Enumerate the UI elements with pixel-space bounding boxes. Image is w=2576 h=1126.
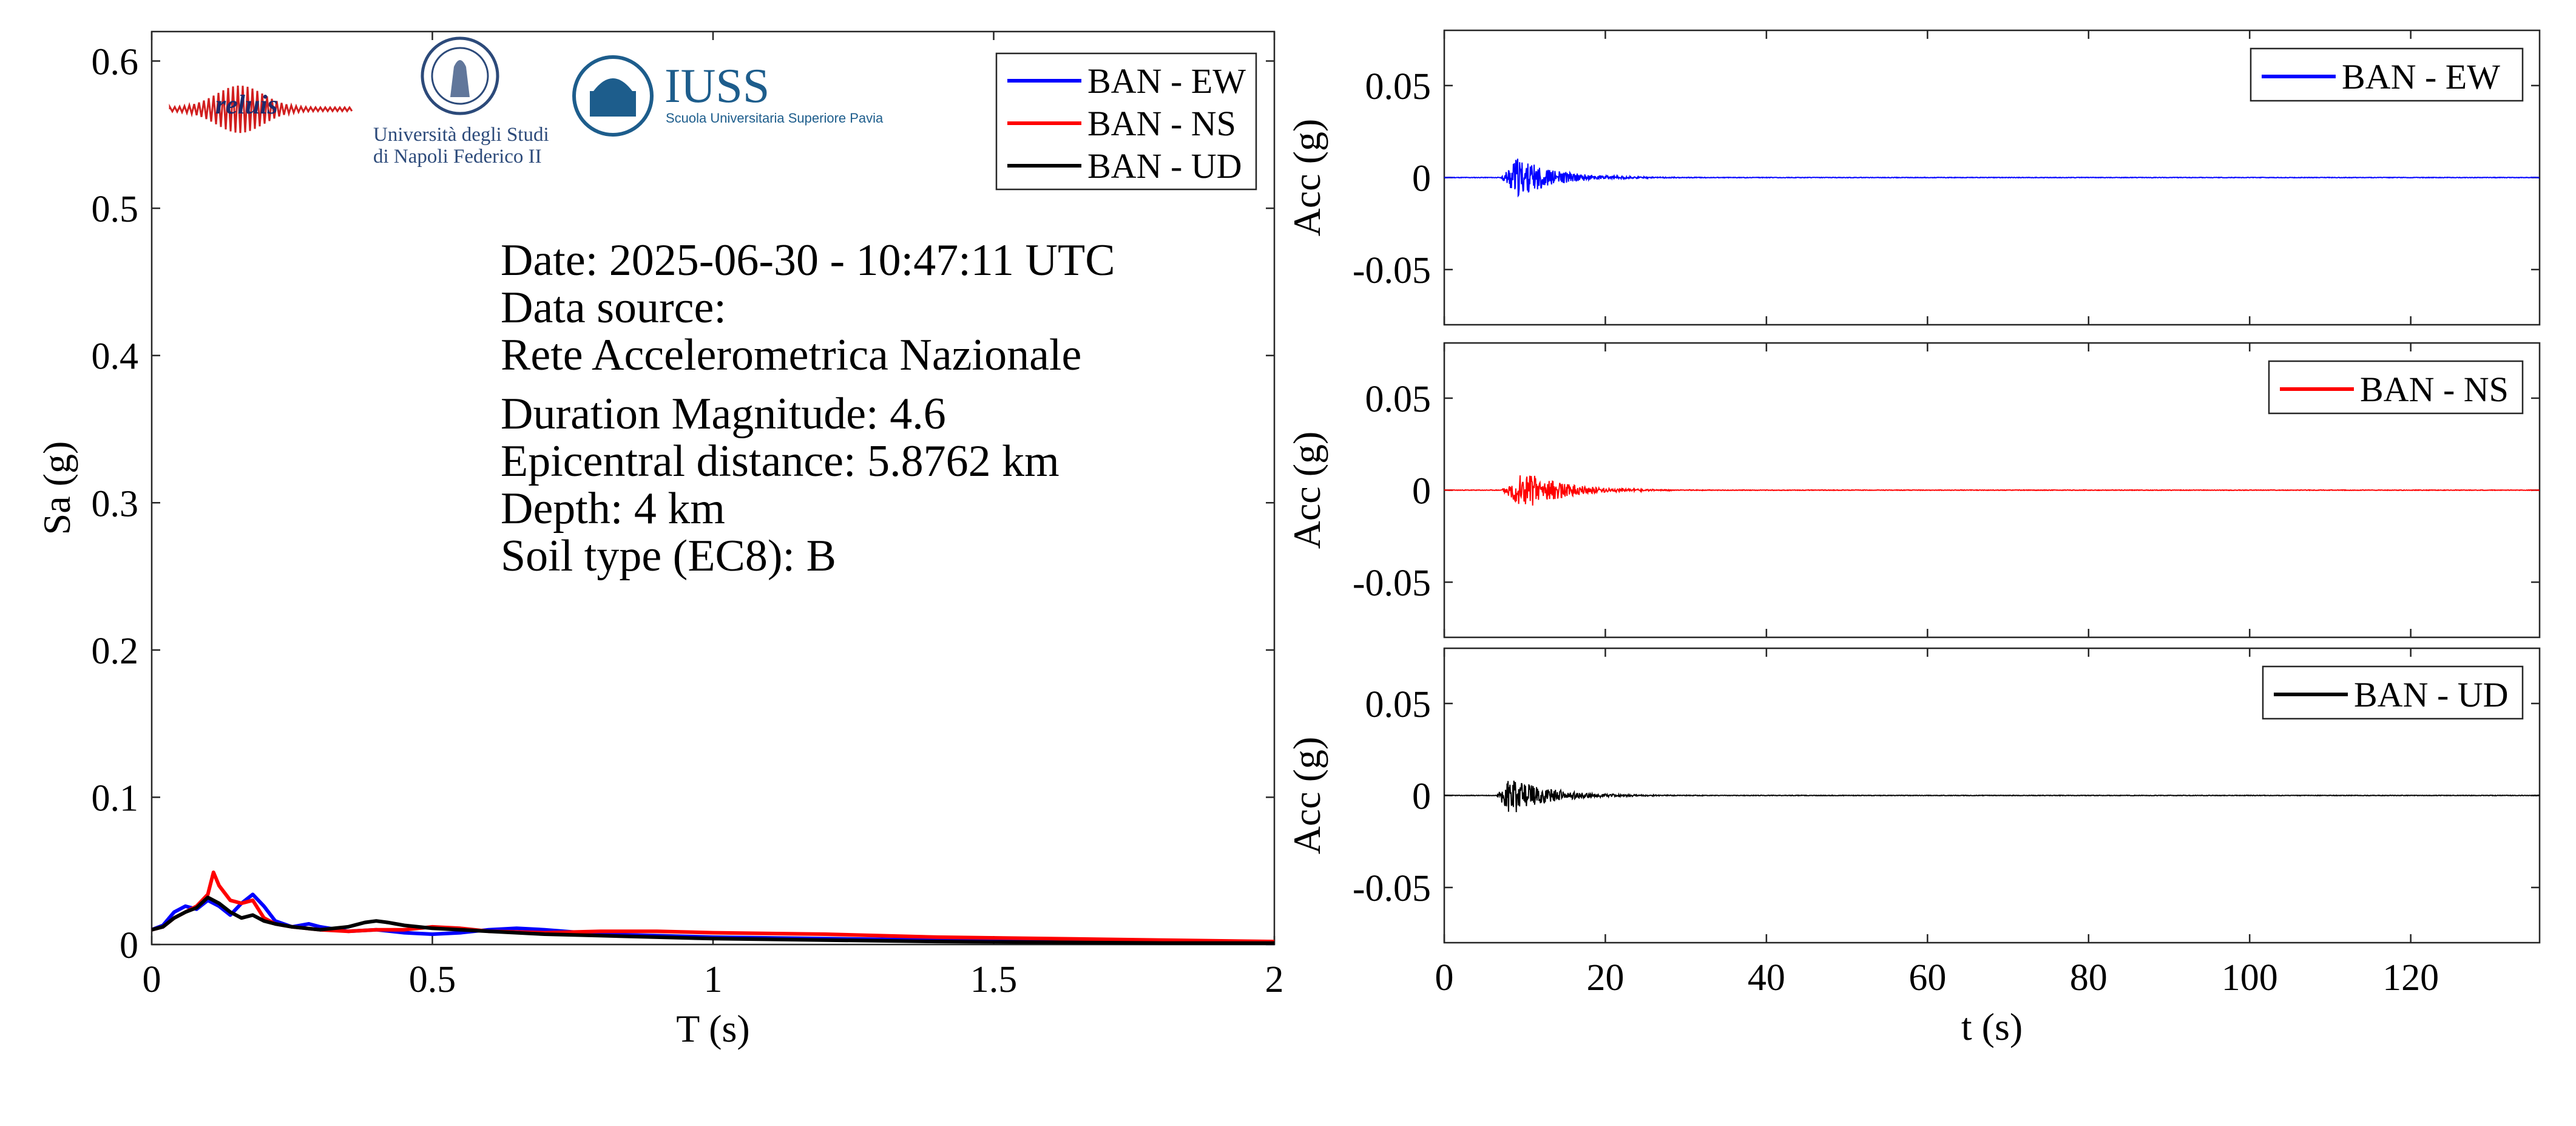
y-axis-label: Acc (g) (1285, 737, 1328, 855)
event-date: Date: 2025-06-30 - 10:47:11 UTC (501, 236, 1115, 285)
reluis-wave-path (169, 86, 353, 134)
acc-plot-ud: 0 20 40 60 80 100 120 0.05 0 -0.05 t (s) Acc (g) BAN… (1285, 647, 2541, 1048)
y-tick-label: 0.3 (92, 483, 139, 524)
iuss-name: IUSS (664, 59, 769, 113)
legend-entry: BAN - NS (2360, 370, 2509, 409)
legend-entry: BAN - EW (2342, 57, 2500, 97)
iuss-emblem-icon (572, 55, 654, 137)
epicentral-distance: Epicentral distance: 5.8762 km (501, 436, 1060, 486)
y-tick-label: -0.05 (1353, 250, 1431, 291)
iuss-logo: IUSS Scuola Universitaria Superiore Pavi… (572, 55, 884, 137)
x-tick-label: 100 (2222, 957, 2278, 999)
y-tick-label: 0.4 (92, 336, 139, 378)
y-tick-label: 0.5 (92, 189, 139, 230)
data-source-label: Data source: (501, 283, 726, 333)
spectrum-series-line (151, 895, 1274, 945)
x-tick-label: 60 (1908, 957, 1946, 999)
acc-series-line (1444, 781, 2540, 813)
y-tick-label: 0.05 (1365, 684, 1432, 725)
y-axis-label: Sa (g) (35, 441, 78, 535)
y-tick-label: 0 (120, 925, 138, 966)
y-tick-label: 0.2 (92, 631, 139, 672)
legend-entry: BAN - NS (1087, 104, 1236, 143)
unina-name-line1: Università degli Studi (373, 124, 549, 146)
iuss-emblem-dome (593, 78, 632, 91)
y-tick-label: 0 (1412, 158, 1431, 200)
soil-type: Soil type (EC8): B (501, 531, 836, 581)
x-tick-label: 1 (704, 959, 723, 1000)
legend-entry: BAN - UD (1087, 146, 1242, 186)
acc-series-line (1444, 475, 2540, 506)
iuss-emblem-building (590, 91, 636, 117)
x-tick-label: 80 (2070, 957, 2108, 999)
unina-seal-icon (421, 36, 499, 115)
x-tick-label: 20 (1586, 957, 1624, 999)
x-tick-label: 0 (1435, 957, 1454, 999)
legend-entry: BAN - EW (1087, 61, 1246, 101)
acc-plot-ns: 0.05 0 -0.05 Acc (g) BAN - NS (1285, 342, 2541, 639)
unina-logo: Università degli Studi di Napoli Federic… (373, 36, 549, 168)
unina-seal-inner (431, 47, 489, 105)
x-tick-label: 0 (143, 959, 161, 1000)
x-axis-label: t (s) (1961, 1005, 2023, 1048)
y-tick-label: 0.05 (1365, 379, 1432, 420)
y-tick-label: 0 (1412, 776, 1431, 818)
x-tick-label: 120 (2382, 957, 2439, 999)
unina-seal-figure (450, 60, 470, 97)
spectrum-plot: 0 0.5 1 1.5 2 0 0.1 0.2 0.3 0.4 0.5 0.6 T (s) Sa (g) B… (35, 30, 1284, 1050)
duration-magnitude: Duration Magnitude: 4.6 (501, 389, 946, 439)
unina-name-line2: di Napoli Federico II (373, 146, 542, 168)
y-tick-label: 0.1 (92, 778, 139, 819)
y-tick-label: 0.05 (1365, 66, 1432, 107)
iuss-subtitle: Scuola Universitaria Superiore Pavia (666, 110, 884, 126)
acc-series-line (1444, 158, 2540, 198)
acc-plot-ew: 0.05 0 -0.05 Acc (g) BAN - EW (1285, 29, 2541, 326)
depth: Depth: 4 km (501, 484, 725, 534)
reluis-wave-graphic (169, 86, 353, 134)
y-tick-label: -0.05 (1353, 563, 1431, 604)
y-tick-label: 0 (1412, 471, 1431, 512)
y-tick-label: 0.6 (92, 42, 139, 83)
legend-entry: BAN - UD (2354, 675, 2509, 714)
data-source-value: Rete Accelerometrica Nazionale (501, 330, 1081, 380)
reluis-logo-text: reluis (215, 90, 278, 120)
x-tick-label: 0.5 (409, 959, 456, 1000)
x-axis-label: T (s) (676, 1007, 749, 1050)
spectrum-series-line (151, 870, 1275, 944)
y-axis-label: Acc (g) (1285, 432, 1328, 549)
y-tick-label: -0.05 (1353, 868, 1431, 909)
reluis-logo: reluis (169, 86, 353, 134)
x-tick-label: 2 (1265, 959, 1284, 1000)
y-axis-label: Acc (g) (1285, 119, 1328, 237)
x-tick-label: 40 (1748, 957, 1785, 999)
x-tick-label: 1.5 (970, 959, 1018, 1000)
event-info: Date: 2025-06-30 - 10:47:11 UTC Data sou… (501, 236, 1115, 581)
